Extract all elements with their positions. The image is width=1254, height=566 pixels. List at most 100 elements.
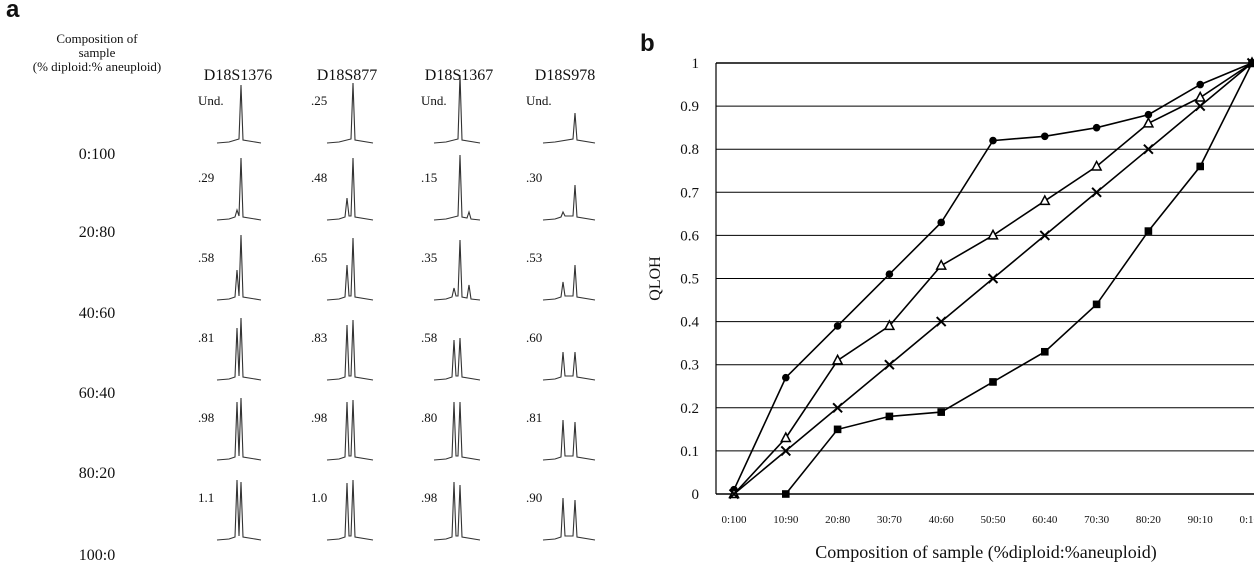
marker-header: D18S1367 [425, 67, 493, 84]
data-point-x [780, 445, 792, 457]
marker-header: D18S1376 [204, 67, 272, 84]
electropherogram-trace [542, 112, 596, 144]
qloh-value: Und. [421, 93, 447, 108]
electropherogram-trace [542, 184, 596, 221]
y-tick-label: 0.2 [680, 401, 699, 417]
x-tick-label: 50:50 [980, 514, 1006, 526]
data-point-square [1248, 59, 1254, 67]
electropherogram-trace [542, 497, 596, 541]
x-axis-label: Composition of sample (%diploid:%aneuplo… [815, 542, 1156, 563]
electropherogram-trace [326, 399, 374, 461]
composition-header-line: (% diploid:% aneuploid) [33, 59, 162, 74]
x-tick-label: 60:40 [1032, 514, 1058, 526]
qloh-value: .53 [526, 250, 542, 265]
composition-label: 60:40 [79, 385, 115, 402]
data-point-x [935, 316, 947, 327]
data-point-circle [885, 270, 894, 278]
y-tick-label: 0.1 [680, 444, 699, 460]
electropherogram-trace [433, 154, 481, 221]
qloh-value: .30 [526, 170, 542, 185]
electropherogram-trace [216, 479, 262, 541]
y-tick-label: 0.4 [680, 315, 699, 331]
y-tick-label: 0.6 [680, 228, 699, 244]
composition-header-line: sample [79, 45, 116, 60]
data-point-square [885, 412, 894, 421]
qloh-value: .98 [311, 410, 327, 425]
electropherogram-trace [326, 157, 374, 221]
electropherogram-panel: Composition of sample (% diploid:% aneuplo… [33, 31, 596, 564]
qloh-value: .60 [526, 330, 542, 345]
data-point-x [728, 488, 740, 500]
composition-label: 100:0 [79, 547, 115, 564]
panel-label-b: b [640, 30, 655, 57]
data-point-x [1039, 230, 1051, 241]
composition-header-line: Composition of [56, 31, 138, 46]
electropherogram-trace [216, 234, 262, 301]
data-point-square [833, 425, 842, 434]
electropherogram-trace [433, 401, 481, 461]
qloh-value: .25 [311, 93, 327, 108]
electropherogram-trace [542, 264, 596, 301]
electropherogram-trace [433, 239, 481, 301]
qloh-value: .80 [421, 410, 437, 425]
y-tick-label: 0 [692, 487, 700, 503]
electropherogram-trace [433, 74, 481, 144]
qloh-value: .81 [198, 330, 214, 345]
data-point-circle [1196, 80, 1204, 89]
qloh-value: .35 [421, 250, 437, 265]
data-point-triangle [1090, 159, 1103, 171]
electropherogram-trace [216, 317, 262, 381]
y-axis-label: QLOH [647, 256, 664, 301]
qloh-value: .98 [421, 490, 437, 505]
series-line [785, 62, 1253, 495]
qloh-value: .83 [311, 330, 327, 345]
electropherogram-trace [542, 419, 596, 461]
data-point-square [1041, 347, 1049, 356]
y-tick-label: 0.9 [680, 99, 699, 115]
qloh-value: 1.0 [311, 490, 327, 505]
marker-header: D18S978 [535, 67, 595, 84]
data-point-square [782, 490, 790, 498]
qloh-value: Und. [198, 93, 224, 108]
electropherogram-trace [326, 319, 374, 381]
data-point-square [1196, 162, 1204, 171]
qloh-value: .90 [526, 490, 542, 505]
y-tick-label: 1 [692, 56, 700, 72]
qloh-value: .81 [526, 410, 542, 425]
x-tick-label: 40:60 [929, 514, 955, 526]
data-point-triangle [780, 431, 792, 443]
data-point-x [1091, 187, 1102, 198]
qloh-value: .65 [311, 250, 327, 265]
data-point-x [884, 359, 895, 370]
data-point-square [1092, 300, 1101, 309]
data-point-circle [1092, 123, 1101, 132]
qloh-value: .48 [311, 170, 327, 185]
data-point-circle [1144, 110, 1153, 119]
composition-label: 40:60 [79, 305, 115, 322]
data-point-x [1143, 143, 1154, 155]
data-point-x [1194, 100, 1206, 112]
composition-label: 0:100 [79, 146, 115, 163]
marker-header: D18S877 [317, 67, 377, 84]
y-tick-label: 0.8 [680, 142, 699, 158]
composition-label: 80:20 [79, 465, 115, 482]
x-tick-label: 20:80 [825, 514, 851, 526]
data-point-triangle [1039, 194, 1051, 206]
data-point-circle [989, 136, 997, 145]
electropherogram-trace [326, 237, 374, 301]
data-point-circle [937, 218, 945, 227]
data-point-x [832, 402, 843, 414]
electropherogram-trace [216, 157, 262, 221]
data-point-triangle [1142, 116, 1155, 128]
data-point-circle [833, 322, 842, 330]
x-tick-label: 30:70 [877, 514, 903, 526]
x-tick-label: 80:20 [1136, 514, 1162, 526]
qloh-value: .58 [421, 330, 437, 345]
qloh-line-chart: 0 0.1 0.2 0.3 0.4 0.5 0.6 0.7 0.8 0.9 1 0:100 10:90 2… [647, 56, 1254, 563]
data-point-triangle [1194, 90, 1206, 102]
y-tick-label: 0.3 [680, 358, 699, 374]
qloh-value: .29 [198, 170, 214, 185]
qloh-value: 1.1 [198, 490, 214, 505]
data-point-square [937, 408, 945, 416]
